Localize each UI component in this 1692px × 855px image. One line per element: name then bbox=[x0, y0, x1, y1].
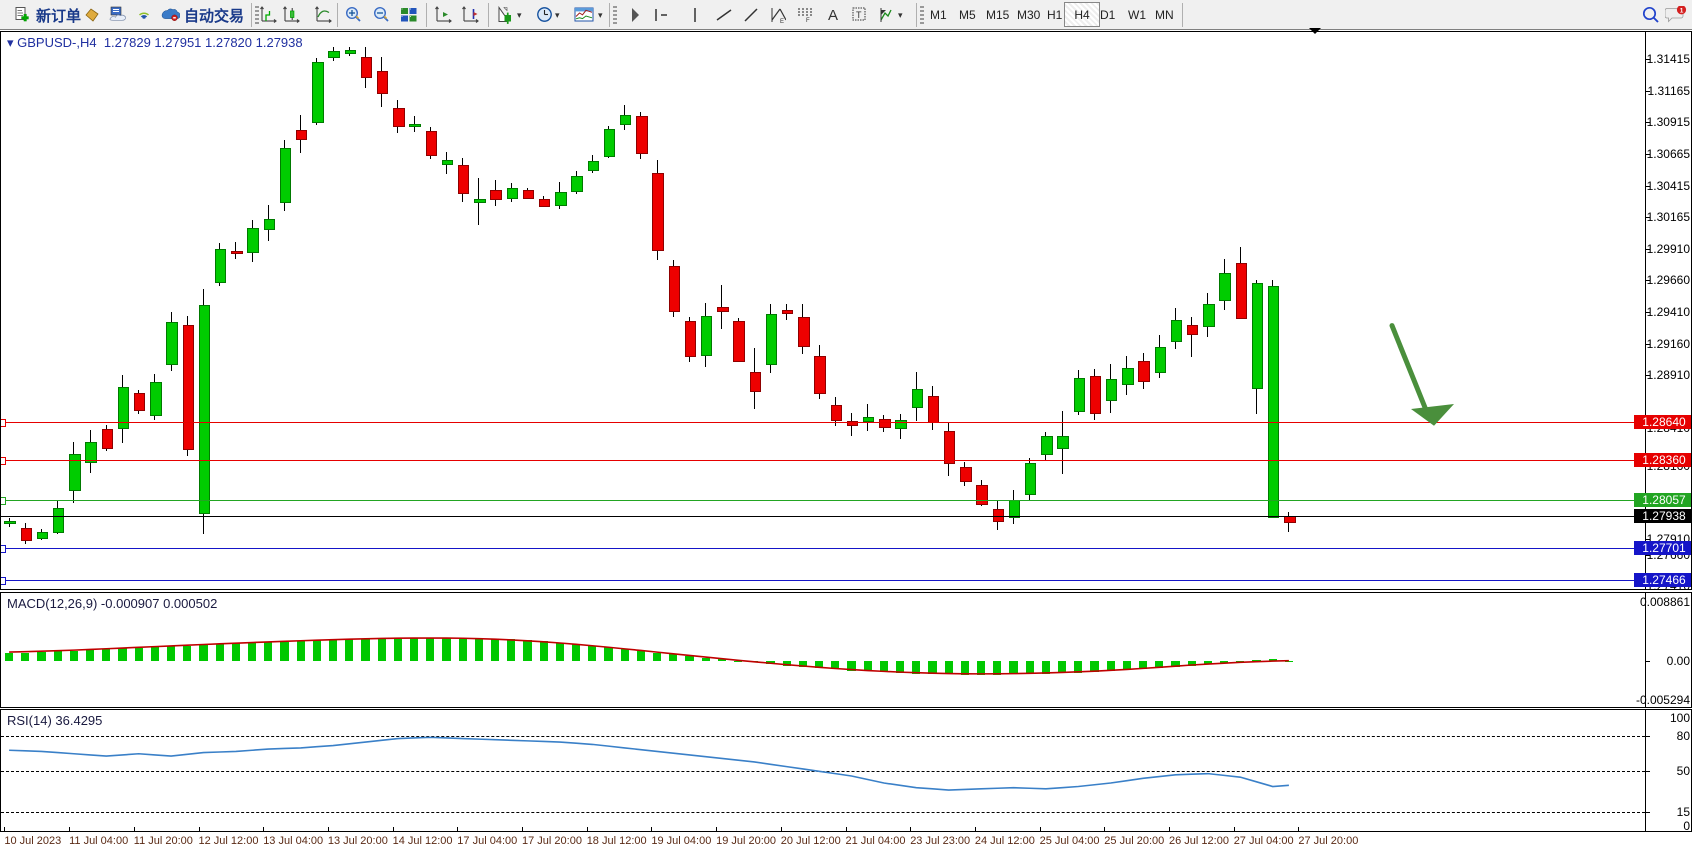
svg-text:F: F bbox=[806, 18, 810, 22]
svg-text:T: T bbox=[856, 10, 862, 20]
svg-text:E: E bbox=[780, 19, 784, 23]
svg-text:1: 1 bbox=[1680, 7, 1684, 14]
